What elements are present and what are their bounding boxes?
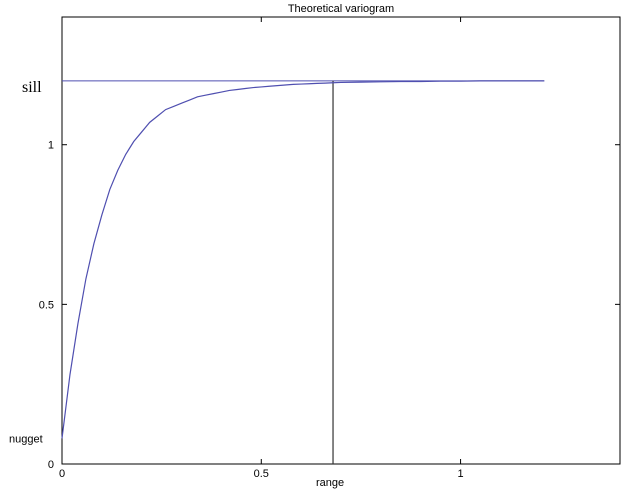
plot-frame (61, 16, 621, 465)
nugget-label: nugget (9, 433, 43, 445)
y-tick-label: 0 (48, 459, 54, 471)
ticks-layer: 0 0.5 1 0 0.5 1 (39, 17, 620, 480)
y-tick-label: 0.5 (39, 299, 54, 311)
x-tick-label: 0.5 (254, 468, 269, 480)
chart-title: Theoretical variogram (288, 3, 394, 15)
y-tick-label: 1 (48, 140, 54, 152)
x-tick-label: 0 (59, 468, 65, 480)
range-label: range (316, 477, 344, 489)
sill-label: sill (22, 79, 42, 96)
variogram-curve (61, 80, 545, 439)
x-tick-label: 1 (458, 468, 464, 480)
